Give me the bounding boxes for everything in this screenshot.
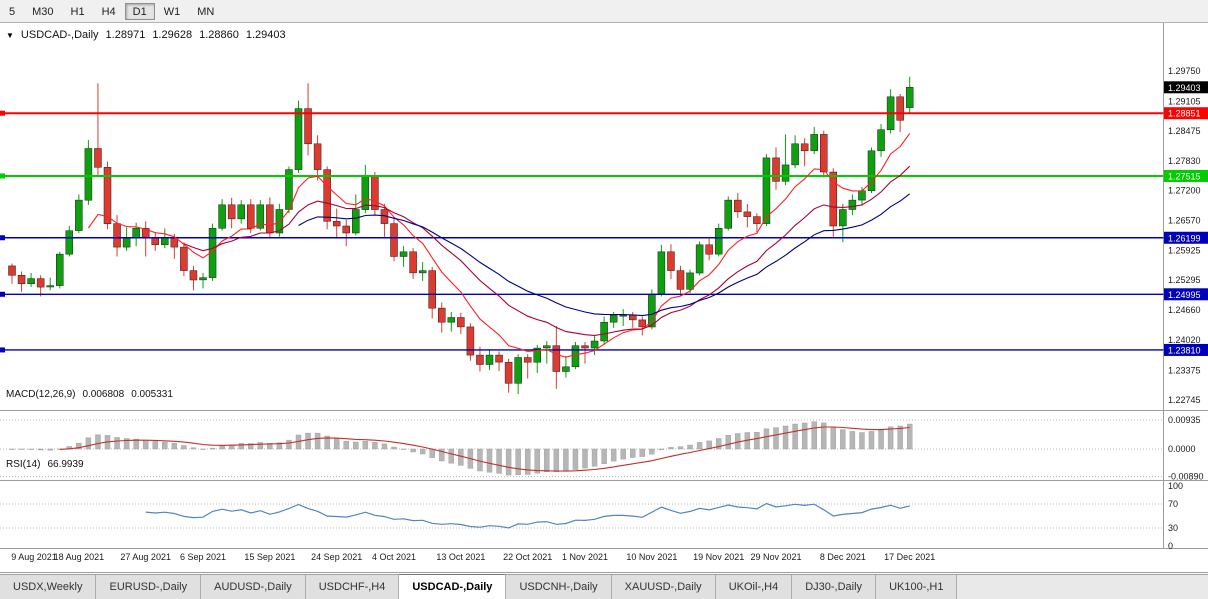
ohlc-open: 1.28971 — [105, 29, 146, 41]
svg-text:0: 0 — [1168, 541, 1173, 551]
hline-edge-marker[interactable] — [0, 291, 5, 297]
svg-text:1.27515: 1.27515 — [1168, 171, 1201, 181]
svg-text:19 Nov 2021: 19 Nov 2021 — [693, 552, 744, 562]
svg-text:1.28475: 1.28475 — [1168, 126, 1201, 136]
svg-text:1.27830: 1.27830 — [1168, 156, 1201, 166]
chart-tab-usdcad-daily[interactable]: USDCAD-,Daily — [399, 574, 507, 599]
svg-text:1.28851: 1.28851 — [1168, 109, 1201, 119]
svg-text:1 Nov 2021: 1 Nov 2021 — [562, 552, 608, 562]
svg-text:1.26570: 1.26570 — [1168, 215, 1201, 225]
ma-line-18 — [183, 165, 911, 336]
chart-tab-usdcnh-daily[interactable]: USDCNH-,Daily — [506, 575, 612, 599]
svg-text:-0.00890: -0.00890 — [1168, 472, 1204, 482]
ohlc-low: 1.28860 — [199, 29, 239, 41]
hline-edge-marker[interactable] — [0, 235, 5, 241]
rsi-title: RSI(14) — [6, 459, 41, 470]
svg-text:1.22745: 1.22745 — [1168, 395, 1201, 405]
chart-tab-eurusd-daily[interactable]: EURUSD-,Daily — [96, 575, 202, 599]
chart-tab-xauusd-daily[interactable]: XAUUSD-,Daily — [611, 575, 716, 599]
svg-text:4 Oct 2021: 4 Oct 2021 — [372, 552, 416, 562]
svg-text:100: 100 — [1168, 481, 1183, 491]
chart-tabs-bar: USDX,Weekly EURUSD-,Daily AUDUSD-,Daily USD… — [0, 574, 1208, 599]
axis-price-flag — [1164, 169, 1208, 182]
svg-text:1.29403: 1.29403 — [1168, 83, 1201, 93]
price-axis: 1.29750 1.29105 1.28475 1.27830 1.27200 1.265… — [1168, 66, 1201, 405]
svg-text:1.29105: 1.29105 — [1168, 96, 1201, 106]
svg-text:1.27200: 1.27200 — [1168, 186, 1201, 196]
rsi-panel: 100 70 30 0 — [0, 481, 1183, 551]
svg-text:1.23810: 1.23810 — [1168, 345, 1201, 355]
current-price-flag — [1164, 81, 1208, 94]
ma-line-8 — [87, 133, 911, 358]
chart-area: 1.29750 1.29105 1.28475 1.27830 1.27200 1.265… — [0, 23, 1208, 574]
rsi-value: 66.9939 — [47, 459, 84, 470]
panel-separators — [0, 23, 1208, 573]
chart-canvas[interactable]: 1.29750 1.29105 1.28475 1.27830 1.27200 1.265… — [0, 23, 1208, 574]
chart-tab-usdx-weekly[interactable]: USDX,Weekly — [0, 575, 97, 599]
svg-text:1.24020: 1.24020 — [1168, 335, 1201, 345]
svg-text:0.0000: 0.0000 — [1168, 444, 1196, 454]
chart-tab-audusd-daily[interactable]: AUDUSD-,Daily — [201, 575, 306, 599]
ohlc-close: 1.29403 — [245, 29, 286, 41]
svg-text:24 Sep 2021: 24 Sep 2021 — [311, 552, 362, 562]
symbol-title: USDCAD-,Daily — [20, 29, 99, 41]
macd-title: MACD(12,26,9) — [6, 389, 76, 400]
hline-edge-marker[interactable] — [0, 173, 5, 179]
axis-price-flag — [1164, 288, 1208, 301]
svg-text:1.24995: 1.24995 — [1168, 290, 1201, 300]
svg-text:1.25925: 1.25925 — [1168, 246, 1201, 256]
svg-text:9 Aug 2021: 9 Aug 2021 — [11, 552, 57, 562]
svg-text:1.24660: 1.24660 — [1168, 305, 1201, 315]
timeframe-button-d1[interactable]: D1 — [124, 2, 155, 20]
hline-edge-marker[interactable] — [0, 347, 5, 353]
macd-value-signal: 0.005331 — [131, 389, 173, 400]
axis-price-flag — [1164, 343, 1208, 356]
svg-text:0.00935: 0.00935 — [1168, 415, 1201, 425]
timeframe-button-m30[interactable]: M30 — [32, 5, 54, 18]
ohlc-high: 1.29628 — [152, 29, 193, 41]
macd-panel: 0.00935 0.0000 -0.00890 — [0, 415, 1204, 482]
svg-text:8 Dec 2021: 8 Dec 2021 — [820, 552, 866, 562]
chart-tab-uk100-h1[interactable]: UK100-,H1 — [876, 575, 958, 599]
timeframe-button-mn[interactable]: MN — [197, 5, 215, 18]
svg-text:18 Aug 2021: 18 Aug 2021 — [54, 552, 105, 562]
chart-header: ▼ USDCAD-,Daily 1.28971 1.29628 1.28860 … — [6, 29, 286, 42]
svg-text:1.23375: 1.23375 — [1168, 365, 1201, 375]
rsi-line — [145, 502, 910, 529]
svg-text:22 Oct 2021: 22 Oct 2021 — [503, 552, 552, 562]
chart-tab-dj30-daily[interactable]: DJ30-,Daily — [792, 575, 877, 599]
ma-line-30 — [298, 193, 911, 317]
svg-text:1.29750: 1.29750 — [1168, 66, 1201, 76]
svg-text:27 Aug 2021: 27 Aug 2021 — [120, 552, 171, 562]
hline-edge-marker[interactable] — [0, 110, 5, 116]
svg-text:70: 70 — [1168, 499, 1178, 509]
timeframe-toolbar: 5 M30 H1 H4 D1 W1 MN — [0, 0, 1208, 23]
chart-tab-usdchf-h4[interactable]: USDCHF-,H4 — [305, 575, 400, 599]
timeframe-button-w1[interactable]: W1 — [163, 5, 181, 18]
svg-text:17 Dec 2021: 17 Dec 2021 — [884, 552, 935, 562]
svg-text:1.26199: 1.26199 — [1168, 233, 1201, 243]
svg-text:13 Oct 2021: 13 Oct 2021 — [436, 552, 485, 562]
axis-price-flag — [1164, 231, 1208, 244]
svg-text:6 Sep 2021: 6 Sep 2021 — [180, 552, 226, 562]
rsi-indicator-label: RSI(14) 66.9939 — [6, 459, 84, 470]
svg-text:1.25295: 1.25295 — [1168, 275, 1201, 285]
svg-text:10 Nov 2021: 10 Nov 2021 — [626, 552, 677, 562]
timeframe-button-h4[interactable]: H4 — [101, 5, 116, 18]
candle-series — [8, 76, 914, 395]
svg-text:29 Nov 2021: 29 Nov 2021 — [750, 552, 801, 562]
macd-indicator-label: MACD(12,26,9) 0.006808 0.005331 — [6, 389, 173, 400]
macd-signal-line — [59, 426, 910, 472]
chart-tab-ukoil-h4[interactable]: UKOil-,H4 — [715, 575, 793, 599]
macd-value-main: 0.006808 — [82, 389, 125, 400]
svg-text:30: 30 — [1168, 523, 1178, 533]
axis-price-flag — [1164, 107, 1208, 120]
timeframe-button-h1[interactable]: H1 — [70, 5, 85, 18]
svg-text:15 Sep 2021: 15 Sep 2021 — [244, 552, 295, 562]
symbol-dropdown-icon[interactable]: ▼ — [6, 31, 14, 40]
timeframe-button-5[interactable]: 5 — [9, 5, 16, 18]
